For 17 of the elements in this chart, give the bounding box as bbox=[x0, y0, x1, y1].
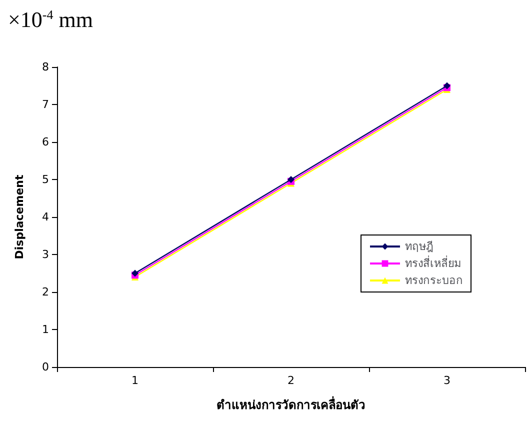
y-tick-label: 1 bbox=[42, 323, 49, 336]
y-tick-label: 2 bbox=[42, 286, 49, 298]
y-tick-label: 8 bbox=[42, 60, 49, 74]
x-tick-label: 3 bbox=[444, 374, 450, 387]
legend-label: ทฤษฎี bbox=[405, 240, 433, 253]
y-tick-label: 7 bbox=[42, 98, 49, 111]
legend-label: ทรงกระบอก bbox=[405, 274, 463, 287]
x-tick-label: 1 bbox=[132, 374, 138, 387]
x-tick-label: 2 bbox=[288, 374, 294, 387]
legend-label: ทรงสี่เหลี่ยม bbox=[405, 255, 461, 270]
y-tick-label: 6 bbox=[42, 136, 49, 148]
y-axis-title: Displacement bbox=[13, 174, 26, 260]
y-tick-label: 3 bbox=[42, 248, 49, 261]
y-tick-label: 4 bbox=[42, 210, 49, 224]
y-tick-label: 0 bbox=[42, 360, 49, 374]
x-axis-title: ตำแหน่งการวัดการเคลื่อนตัว bbox=[216, 396, 366, 412]
y-tick-label: 5 bbox=[42, 173, 49, 186]
